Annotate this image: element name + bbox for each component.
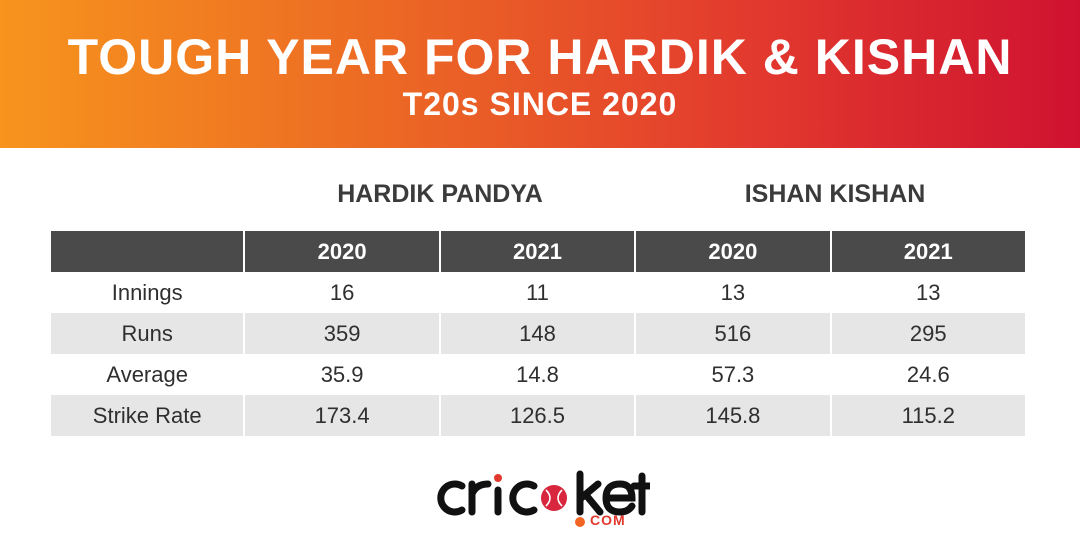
table-cell: 14.8	[438, 354, 634, 395]
cricket-com-logo: COM	[430, 466, 654, 532]
year-header: 2020	[243, 231, 439, 272]
year-header: 2021	[829, 231, 1025, 272]
table-header-row: 2020 2021 2020 2021	[51, 231, 1025, 272]
table-cell: 295	[829, 313, 1025, 354]
table-cell: 13	[829, 272, 1025, 313]
table-cell: 145.8	[634, 395, 829, 436]
table-cell: 11	[438, 272, 634, 313]
table-cell: 13	[634, 272, 829, 313]
table-row: Strike Rate 173.4 126.5 145.8 115.2	[51, 395, 1025, 436]
table-cell: 24.6	[829, 354, 1025, 395]
table-row: Runs 359 148 516 295	[51, 313, 1025, 354]
cricket-logo-wordmark-icon	[437, 470, 654, 527]
table-row: Innings 16 11 13 13	[51, 272, 1025, 313]
year-header: 2021	[438, 231, 635, 272]
logo-suffix: COM	[590, 512, 626, 528]
page-subtitle: T20s SINCE 2020	[402, 86, 678, 122]
row-label: Strike Rate	[92, 402, 202, 428]
row-label: Average	[106, 361, 188, 387]
table-cell: 148	[438, 313, 634, 354]
table-cell: 516	[634, 313, 829, 354]
table-row: Average 35.9 14.8 57.3 24.6	[51, 354, 1025, 395]
title-banner: TOUGH YEAR FOR HARDIK & KISHAN T20s SINC…	[0, 0, 1080, 148]
year-header: 2020	[634, 231, 830, 272]
table-cell: 359	[243, 313, 438, 354]
player-name-hardik: HARDIK PANDYA	[337, 180, 543, 208]
page-title: TOUGH YEAR FOR HARDIK & KISHAN	[67, 29, 1013, 85]
table-cell: 57.3	[634, 354, 829, 395]
row-label: Innings	[111, 279, 183, 305]
stats-table: 2020 2021 2020 2021 Innings 16 11 13 13 …	[51, 231, 1025, 436]
header-blank-cell	[51, 231, 244, 272]
table-cell: 16	[243, 272, 438, 313]
row-label: Runs	[121, 320, 173, 346]
table-cell: 126.5	[438, 395, 634, 436]
table-cell: 35.9	[243, 354, 438, 395]
player-name-kishan: ISHAN KISHAN	[744, 180, 926, 208]
table-cell: 173.4	[243, 395, 438, 436]
table-cell: 115.2	[829, 395, 1025, 436]
